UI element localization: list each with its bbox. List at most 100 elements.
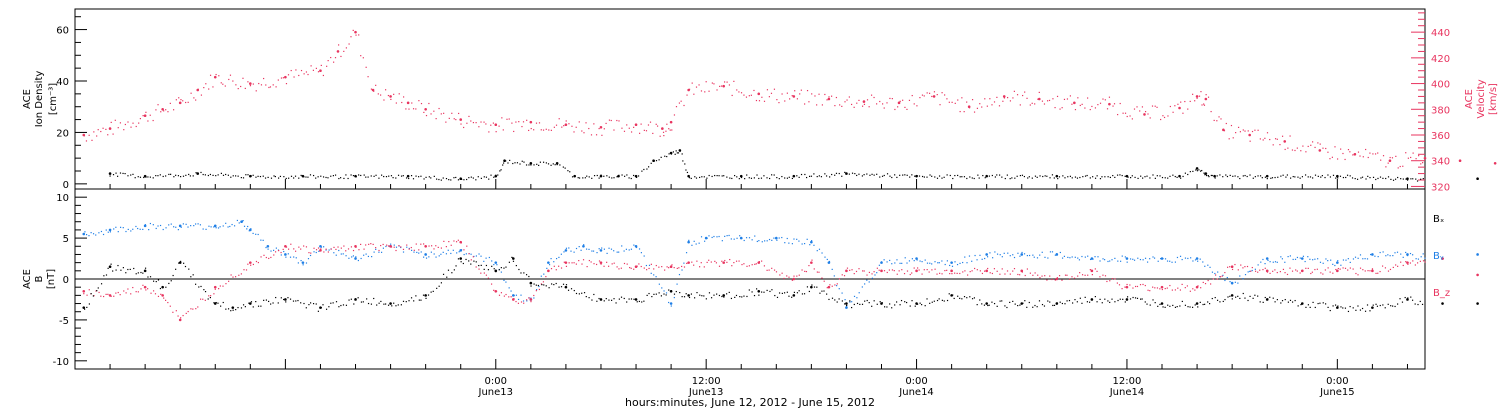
scatter-dot xyxy=(783,292,786,294)
scatter-dot xyxy=(962,271,964,273)
scatter-dot xyxy=(465,258,467,261)
scatter-dot xyxy=(964,256,966,258)
scatter-dot xyxy=(1134,285,1137,288)
scatter-dot xyxy=(698,242,700,244)
scatter-dot xyxy=(1334,264,1336,267)
scatter-dot xyxy=(222,301,224,304)
scatter-dot xyxy=(768,238,771,241)
scatter-dot xyxy=(273,249,275,251)
scatter-dot xyxy=(1325,258,1327,260)
scatter-dot xyxy=(571,262,573,264)
scatter-dot xyxy=(1069,175,1072,177)
scatter-dot xyxy=(1184,287,1186,289)
scatter-dot xyxy=(112,133,114,135)
scatter-dot xyxy=(157,175,159,177)
scatter-dot xyxy=(748,265,750,267)
scatter-dot xyxy=(175,174,177,176)
scatter-dot xyxy=(491,265,493,267)
scatter-dot xyxy=(984,177,986,179)
scatter-dot xyxy=(643,300,645,302)
scatter-dot xyxy=(841,175,843,177)
scatter-dot xyxy=(472,177,474,179)
scatter-dot xyxy=(517,302,520,304)
scatter-dot xyxy=(1059,108,1061,110)
scatter-dot xyxy=(147,288,149,290)
scatter-dot xyxy=(1026,268,1028,270)
scatter-dot xyxy=(899,262,901,264)
scatter-dot xyxy=(1107,176,1109,178)
scatter-dot xyxy=(911,174,913,176)
scatter-dot xyxy=(100,295,102,297)
scatter-dot xyxy=(255,90,257,92)
scatter-dot xyxy=(763,291,765,293)
scatter-dot xyxy=(1387,176,1390,178)
scatter-dot xyxy=(1225,174,1227,176)
scatter-dot xyxy=(816,286,818,288)
scatter-dot xyxy=(455,265,457,267)
scatter-dot xyxy=(1317,142,1319,144)
scatter-dot xyxy=(295,300,297,302)
scatter-dot xyxy=(478,264,480,267)
scatter-dot xyxy=(350,36,352,38)
scatter-dot xyxy=(1016,94,1019,96)
data-point xyxy=(1476,177,1479,181)
scatter-dot xyxy=(1257,129,1259,131)
scatter-dot xyxy=(320,175,322,177)
scatter-dot xyxy=(1054,106,1056,109)
scatter-dot xyxy=(1414,303,1416,305)
scatter-dot xyxy=(1149,117,1151,119)
data-point xyxy=(319,249,322,252)
scatter-dot xyxy=(1342,259,1345,261)
scatter-dot xyxy=(173,176,175,178)
scatter-dot xyxy=(573,251,575,253)
scatter-dot xyxy=(1147,113,1149,115)
scatter-dot xyxy=(949,264,951,267)
scatter-dot xyxy=(718,294,721,297)
scatter-dot xyxy=(143,176,145,179)
scatter-dot xyxy=(756,240,758,243)
scatter-dot xyxy=(478,253,480,255)
scatter-dot xyxy=(1104,298,1106,300)
scatter-dot xyxy=(924,305,926,307)
scatter-dot xyxy=(1043,305,1046,307)
data-point xyxy=(389,302,392,305)
scatter-dot xyxy=(1269,272,1271,274)
scatter-dot xyxy=(1410,296,1412,298)
scatter-dot xyxy=(621,245,623,247)
scatter-dot xyxy=(886,261,888,263)
scatter-dot xyxy=(1013,268,1016,270)
scatter-dot xyxy=(894,304,896,306)
scatter-dot xyxy=(600,263,602,265)
scatter-dot xyxy=(333,252,335,254)
scatter-dot xyxy=(1036,257,1039,259)
scatter-dot xyxy=(901,269,903,271)
scatter-dot xyxy=(705,81,707,83)
scatter-dot xyxy=(1167,177,1169,179)
scatter-dot xyxy=(1071,177,1073,179)
scatter-dot xyxy=(553,126,555,128)
scatter-dot xyxy=(130,230,132,232)
scatter-dot xyxy=(105,293,107,295)
scatter-dot xyxy=(711,82,713,84)
scatter-dot xyxy=(761,96,763,98)
scatter-dot xyxy=(1382,155,1385,157)
data-point xyxy=(143,285,147,289)
scatter-dot xyxy=(924,259,926,261)
scatter-dot xyxy=(753,177,755,179)
scatter-dot xyxy=(986,105,988,107)
scatter-dot xyxy=(397,304,399,306)
scatter-dot xyxy=(1276,271,1278,274)
scatter-dot xyxy=(548,129,550,131)
scatter-dot xyxy=(1394,178,1397,180)
scatter-dot xyxy=(200,285,202,288)
scatter-dot xyxy=(701,295,703,297)
scatter-dot xyxy=(1242,278,1244,280)
scatter-dot xyxy=(338,177,340,180)
scatter-dot xyxy=(96,290,98,292)
scatter-dot xyxy=(695,177,698,179)
scatter-dot xyxy=(95,290,97,292)
scatter-dot xyxy=(450,179,452,181)
scatter-dot xyxy=(571,176,574,178)
scatter-dot xyxy=(691,261,693,263)
scatter-dot xyxy=(365,244,367,246)
